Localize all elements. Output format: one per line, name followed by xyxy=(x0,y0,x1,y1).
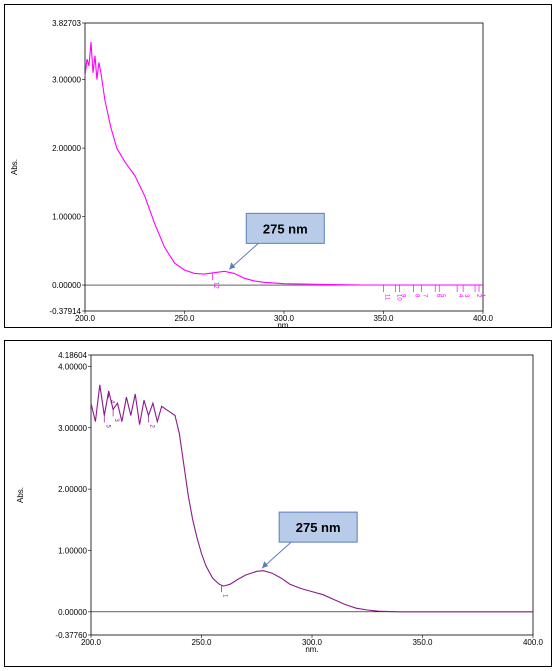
x-tick-label: 250.0 xyxy=(174,314,195,323)
y-tick-label: 4.00000 xyxy=(58,362,87,371)
peak-marker-label: 1 xyxy=(221,594,227,598)
y-tick-label: 0.00000 xyxy=(52,281,81,290)
x-tick-label: 350.0 xyxy=(373,314,394,323)
callout-label: 275 nm xyxy=(263,221,308,236)
peak-marker-label: 7 xyxy=(421,294,427,298)
plot-frame xyxy=(84,22,484,312)
peak-marker-label: 5 xyxy=(104,424,110,428)
callout-arrow xyxy=(228,242,259,270)
y-tick-label: -0.37760 xyxy=(55,631,87,640)
y-axis-label: Abs. xyxy=(10,159,19,175)
y-tick-label: 3.00000 xyxy=(58,424,87,433)
callout-arrowhead xyxy=(229,262,236,270)
peak-marker-label: 2 xyxy=(475,294,481,298)
y-tick-label: 0.00000 xyxy=(58,608,87,617)
spectrum-series-line xyxy=(90,384,533,613)
spectrum-panel-2: 4.18604 4.00000 3.00000 2.00000 1.00000 0.000… xyxy=(4,340,552,667)
peak-marker-label: 10 xyxy=(395,294,401,301)
peak-marker-label: 11 xyxy=(384,294,390,301)
peak-marker-label: 8 xyxy=(413,294,419,298)
peak-marker-label: 6 xyxy=(435,294,441,298)
peak-marker-label: 3 xyxy=(113,418,119,422)
x-tick-label: 200.0 xyxy=(81,638,102,647)
x-tick-label: 400.0 xyxy=(473,314,494,323)
spectrum-series-line xyxy=(84,41,483,286)
callout-label: 275 nm xyxy=(296,520,341,535)
spectrum-panel-1: 3.82703 3.00000 2.00000 1.00000 0.00000 -0.37… xyxy=(4,4,552,329)
y-tick-label: 1.00000 xyxy=(58,546,87,555)
y-tick-label: 2.00000 xyxy=(58,485,87,494)
peak-marker-label: 2 xyxy=(148,424,154,428)
callout-arrowhead xyxy=(262,561,269,569)
peak-marker-label: 4 xyxy=(109,400,115,404)
y-tick-label: -0.37914 xyxy=(49,307,81,316)
x-tick-label: 400.0 xyxy=(523,638,544,647)
peak-marker-label: 1 xyxy=(479,294,485,298)
peak-marker-label: 4 xyxy=(457,294,463,298)
plot-frame xyxy=(90,354,534,636)
x-axis-label: nm. xyxy=(277,321,290,329)
peak-marker-label: 12 xyxy=(212,282,218,289)
y-axis-label: Abs. xyxy=(16,487,25,503)
spectrum-chart-2: 4.18604 4.00000 3.00000 2.00000 1.00000 0.000… xyxy=(16,351,544,654)
y-tick-label: 3.00000 xyxy=(52,76,81,85)
x-tick-label: 200.0 xyxy=(75,314,96,323)
y-tick-label: 3.82703 xyxy=(52,19,81,28)
y-tick-label: 2.00000 xyxy=(52,144,81,153)
peak-marker-label: 5 xyxy=(439,294,445,298)
x-tick-label: 300.0 xyxy=(274,314,295,323)
y-tick-label: 1.00000 xyxy=(52,213,81,222)
peak-marker-label: 3 xyxy=(463,294,469,298)
callout-box xyxy=(278,511,358,543)
callout-arrow xyxy=(261,541,292,569)
y-tick-label: 4.18604 xyxy=(58,351,87,360)
callout-box xyxy=(245,212,325,244)
x-tick-label: 300.0 xyxy=(302,638,323,647)
x-tick-label: 350.0 xyxy=(412,638,433,647)
x-axis-label: nm. xyxy=(305,645,318,654)
peak-marker-label: 9 xyxy=(399,294,405,298)
spectrum-chart-1: 3.82703 3.00000 2.00000 1.00000 0.00000 -0.37… xyxy=(10,19,494,329)
x-tick-label: 250.0 xyxy=(191,638,212,647)
